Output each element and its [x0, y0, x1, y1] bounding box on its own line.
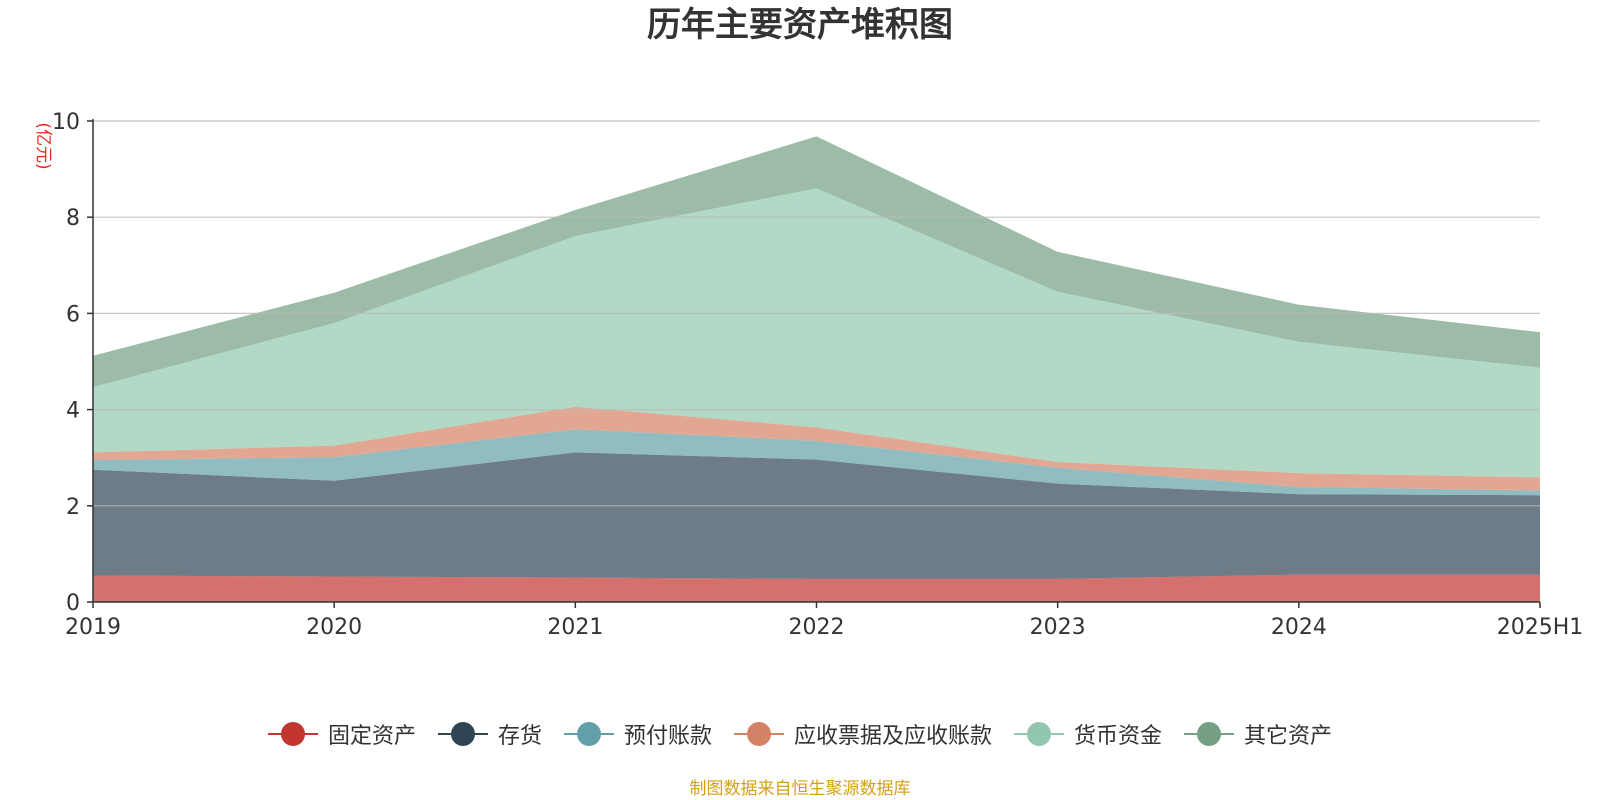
legend-item[interactable]: 固定资产 [267, 718, 416, 750]
axes [87, 119, 1541, 608]
area-series-6: 其它资产 [93, 136, 1540, 387]
legend-marker-icon [267, 722, 318, 746]
legend-label: 固定资产 [327, 724, 416, 749]
legend-label: 预付账款 [623, 724, 712, 749]
legend-marker-icon [734, 722, 784, 746]
legend-marker-icon [563, 722, 614, 746]
legend-marker-icon [437, 722, 488, 746]
x-tick-label: 2019 [65, 615, 121, 640]
area-series-1: 固定资产 [93, 574, 1540, 602]
area-series-3: 预付账款 [93, 429, 1540, 496]
x-tick-label: 2021 [547, 615, 603, 640]
y-tick-label: 8 [66, 206, 80, 231]
legend-label: 其它资产 [1244, 724, 1333, 749]
tick-labels: 0 2 4 6 8 10 2019 2020 2021 2022 2023 2024 2025H1 (亿元… [33, 110, 1583, 640]
x-tick-label: 2020 [306, 615, 362, 640]
area-series-2: 存货 [93, 452, 1540, 579]
legend: 固定资产 存货 预付账款 应收票据及应收账款 货币资金 其它资产 [0, 718, 1600, 750]
x-tick-label: 2024 [1271, 615, 1327, 640]
y-tick-label: 0 [66, 591, 80, 616]
chart-title: 历年主要资产堆积图 [647, 5, 953, 45]
legend-label: 存货 [497, 724, 542, 749]
area-series-5: 货币资金 [93, 188, 1540, 478]
legend-marker-icon [1014, 722, 1065, 746]
area-series-4: 应收票据及应收账款 [93, 406, 1540, 491]
x-tick-label: 2025H1 [1497, 615, 1584, 640]
legend-item[interactable]: 应收票据及应收账款 [734, 718, 992, 750]
x-tick-label: 2023 [1030, 615, 1086, 640]
y-tick-label: 10 [52, 110, 80, 135]
y-tick-label: 6 [66, 302, 80, 327]
grid-lines [93, 120, 1540, 507]
legend-item[interactable]: 其它资产 [1184, 718, 1332, 750]
x-tick-label: 2022 [789, 615, 845, 640]
legend-marker-icon [1184, 722, 1235, 746]
legend-label: 应收票据及应收账款 [794, 724, 993, 749]
y-tick-label: 2 [66, 495, 80, 520]
source-note: 制图数据来自恒生聚源数据库 [689, 779, 911, 799]
y-tick-label: 4 [66, 399, 80, 424]
legend-item[interactable]: 存货 [437, 718, 542, 750]
legend-item[interactable]: 预付账款 [563, 718, 712, 750]
legend-item[interactable]: 货币资金 [1014, 718, 1162, 750]
legend-label: 货币资金 [1074, 724, 1163, 749]
y-axis-unit-label: (亿元) [33, 122, 53, 169]
